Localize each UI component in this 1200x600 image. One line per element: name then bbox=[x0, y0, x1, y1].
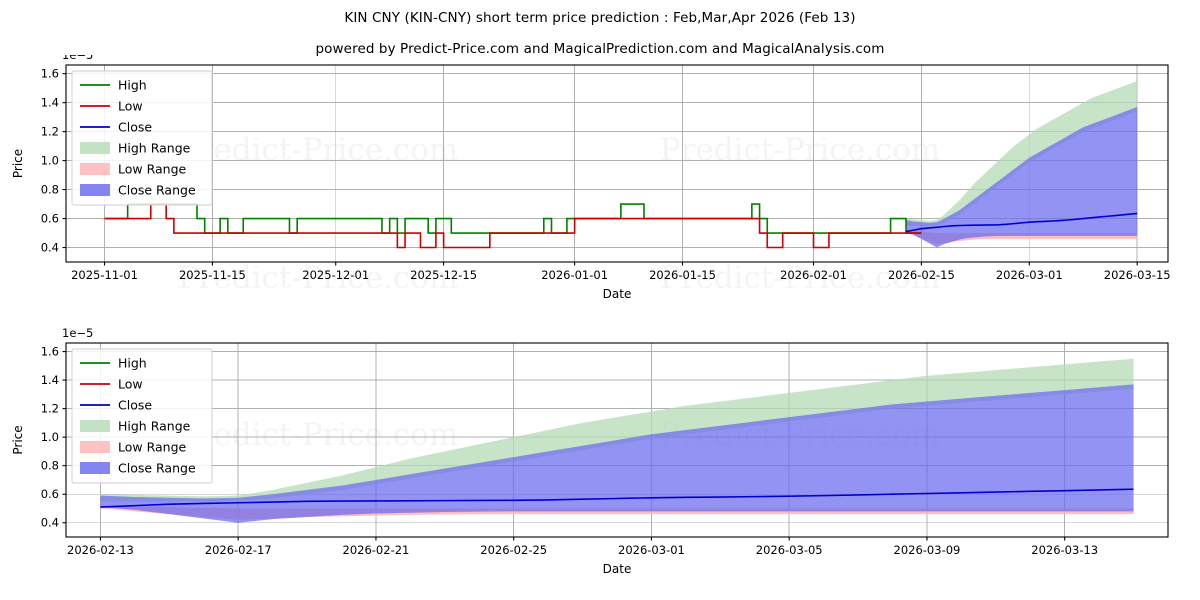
forecast-bands bbox=[905, 80, 1138, 248]
legend-item-label: High bbox=[118, 78, 147, 93]
x-axis-title: Date bbox=[603, 562, 632, 576]
y-axis-offset-label: 1e−5 bbox=[62, 55, 93, 62]
page-title: KIN CNY (KIN-CNY) short term price predi… bbox=[344, 10, 856, 26]
watermark: Predict-Price.com bbox=[660, 260, 941, 296]
y-tick-label: 0.8 bbox=[41, 183, 59, 197]
watermark: Predict-Price.com bbox=[178, 132, 459, 168]
series-lines bbox=[104, 203, 1138, 249]
y-tick-label: 0.6 bbox=[41, 212, 59, 226]
title-block: KIN CNY (KIN-CNY) short term price predi… bbox=[0, 0, 1200, 56]
close-forecast-line bbox=[100, 488, 1134, 508]
y-tick-label: 1.2 bbox=[41, 402, 59, 416]
y-tick-label: 1.4 bbox=[41, 96, 59, 110]
y-tick-label: 1.2 bbox=[41, 125, 59, 139]
legend-item-label: High Range bbox=[118, 419, 191, 434]
y-tick-label: 0.4 bbox=[41, 516, 59, 530]
watermark: Predict-Price.com bbox=[178, 417, 459, 453]
x-tick-label: 2026-01-15 bbox=[649, 268, 716, 282]
close-forecast-line bbox=[905, 212, 1138, 233]
axes: 0.4 0.6 0.8 1.0 1.2 1.4 1.61e−5 2025-11-01 2025-… bbox=[11, 55, 1171, 301]
x-tick-label: 2026-03-15 bbox=[1104, 268, 1171, 282]
legend-item-label: Close Range bbox=[118, 183, 196, 198]
y-tick-label: 1.4 bbox=[41, 373, 59, 387]
x-tick-label: 2026-02-01 bbox=[780, 268, 847, 282]
legend-item-label: Close Range bbox=[118, 461, 196, 476]
legend-item-label: Low Range bbox=[118, 440, 187, 455]
x-tick-label: 2026-02-25 bbox=[480, 543, 547, 557]
y-axis-offset-label: 1e−5 bbox=[62, 326, 93, 340]
chart-legend: High Low Close High Range Low Range Close Ran… bbox=[71, 70, 213, 206]
legend-item-label: High bbox=[118, 356, 147, 371]
y-axis-title: Price bbox=[11, 425, 25, 454]
x-axis-title: Date bbox=[603, 287, 632, 301]
x-tick-label: 2026-01-01 bbox=[541, 268, 608, 282]
legend-patch-swatch bbox=[80, 142, 110, 154]
legend-patch-swatch bbox=[80, 420, 110, 432]
x-tick-label: 2025-12-01 bbox=[302, 268, 369, 282]
x-tick-label: 2026-02-13 bbox=[67, 543, 134, 557]
x-tick-label: 2026-03-05 bbox=[756, 543, 823, 557]
legend-patch-swatch bbox=[80, 184, 110, 196]
legend-item-label: Low bbox=[118, 377, 143, 392]
legend-patch-swatch bbox=[80, 462, 110, 474]
top-chart: Predict-Price.com Predict-Price.com Predic… bbox=[11, 55, 1171, 301]
chart-legend: High Low Close High Range Low Range Close Ran… bbox=[71, 348, 213, 484]
x-tick-label: 2025-11-15 bbox=[179, 268, 246, 282]
high-range-band bbox=[905, 80, 1138, 226]
bottom-chart: Predict-Price.comPredict-Price.com0.40.6… bbox=[11, 326, 1169, 576]
y-tick-label: 1.6 bbox=[41, 345, 59, 359]
legend-item-label: Close bbox=[118, 398, 152, 413]
watermark: Predict-Price.com bbox=[178, 260, 459, 296]
y-axis-title: Price bbox=[11, 149, 25, 178]
page-subtitle: powered by Predict-Price.com and Magical… bbox=[315, 40, 885, 57]
low-history-line bbox=[104, 203, 922, 249]
x-tick-label: 2026-03-09 bbox=[894, 543, 961, 557]
legend-patch-swatch bbox=[80, 441, 110, 453]
close-range-band bbox=[100, 384, 1134, 523]
legend-item-label: High Range bbox=[118, 141, 191, 156]
x-tick-label: 2026-02-17 bbox=[205, 543, 272, 557]
y-tick-label: 0.4 bbox=[41, 241, 59, 255]
y-tick-label: 0.8 bbox=[41, 459, 59, 473]
y-tick-label: 1.0 bbox=[41, 154, 59, 168]
legend-item-label: Low bbox=[118, 99, 143, 114]
y-tick-label: 0.6 bbox=[41, 487, 59, 501]
x-tick-label: 2025-12-15 bbox=[410, 268, 477, 282]
x-tick-label: 2026-03-01 bbox=[996, 268, 1063, 282]
forecast-bands bbox=[100, 358, 1134, 523]
close-range-band bbox=[905, 107, 1138, 248]
legend-item-label: Close bbox=[118, 120, 152, 135]
x-tick-label: 2026-03-13 bbox=[1031, 543, 1098, 557]
axes: 0.4 0.6 0.8 1.0 1.2 1.4 1.61e−5 2026-02-13 2026-… bbox=[11, 326, 1169, 576]
y-tick-label: 1.0 bbox=[41, 430, 59, 444]
x-tick-label: 2026-02-15 bbox=[888, 268, 955, 282]
series-lines bbox=[100, 488, 1134, 508]
x-tick-label: 2025-11-01 bbox=[71, 268, 138, 282]
watermark: Predict-Price.com bbox=[660, 132, 941, 168]
y-tick-label: 1.6 bbox=[41, 67, 59, 81]
legend-item-label: Low Range bbox=[118, 162, 187, 177]
x-tick-label: 2026-03-01 bbox=[618, 543, 685, 557]
legend-patch-swatch bbox=[80, 163, 110, 175]
high-range-band bbox=[100, 358, 1134, 502]
x-tick-label: 2026-02-21 bbox=[343, 543, 410, 557]
